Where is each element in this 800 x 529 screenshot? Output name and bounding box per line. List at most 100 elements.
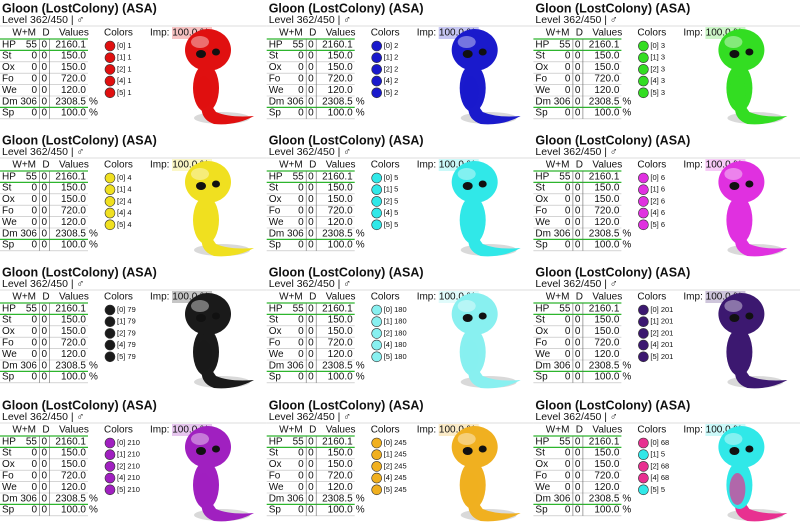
color-label: [2] 68	[650, 461, 669, 470]
card-title: Gloon (LostColony) (ASA)	[2, 1, 157, 15]
color-label: [0] 201	[650, 305, 673, 314]
stat-wm: 0	[565, 372, 571, 383]
stat-unit: %	[356, 108, 365, 119]
column-header: W+M	[12, 160, 36, 171]
creature-head	[185, 29, 231, 71]
column-header: Values	[326, 160, 356, 171]
stat-value: 2160.1	[55, 436, 86, 447]
stat-d: 0	[41, 436, 47, 447]
stat-wm: 0	[31, 62, 37, 73]
stat-unit: %	[89, 360, 98, 371]
stat-d: 0	[575, 171, 581, 182]
stat-value: 150.0	[594, 448, 619, 459]
stat-value: 120.0	[61, 482, 86, 493]
colors-header: Colors	[371, 28, 400, 39]
stat-value: 720.0	[328, 338, 353, 349]
stat-unit: %	[622, 493, 631, 504]
card-title: Gloon (LostColony) (ASA)	[269, 265, 424, 279]
stat-d: 0	[575, 436, 581, 447]
stat-d: 0	[575, 372, 581, 383]
stat-name: Fo	[535, 471, 547, 482]
creature-head	[451, 161, 498, 203]
stat-unit: %	[89, 96, 98, 107]
creature-head	[718, 293, 765, 335]
stat-wm: 306	[554, 228, 571, 239]
colors-header: Colors	[371, 292, 400, 303]
stat-wm: 0	[565, 85, 571, 96]
color-swatch	[104, 196, 116, 207]
stat-name: St	[269, 183, 279, 194]
creature-eye	[212, 445, 220, 453]
stat-value: 100.0	[594, 505, 619, 516]
stat-name: Ox	[535, 62, 548, 73]
color-label: [1] 1	[117, 53, 132, 62]
stat-name: We	[269, 217, 284, 228]
stat-name: St	[535, 51, 545, 62]
stat-value: 120.0	[328, 217, 353, 228]
stat-value: 150.0	[594, 62, 619, 73]
creature-eye	[478, 48, 487, 56]
stat-name: Sp	[269, 240, 282, 251]
stat-wm: 0	[31, 471, 37, 482]
color-label: [1] 4	[117, 185, 132, 194]
stat-wm: 306	[287, 360, 304, 371]
stat-name: Sp	[269, 505, 282, 516]
stat-name: Ox	[269, 459, 282, 470]
color-label: [1] 210	[117, 450, 140, 459]
column-header: W+M	[546, 28, 570, 39]
color-swatch	[638, 184, 649, 196]
stat-value: 150.0	[328, 183, 353, 194]
creature-shine	[724, 433, 743, 445]
colors-header: Colors	[371, 160, 400, 171]
color-label: [4] 4	[117, 208, 132, 217]
stat-name: We	[2, 482, 17, 493]
column-header: W+M	[12, 425, 36, 436]
stat-wm: 55	[293, 436, 305, 447]
stat-wm: 0	[565, 471, 571, 482]
creature-card: Gloon (LostColony) (ASA)Level 362/450 | …	[533, 265, 800, 389]
color-label: [4] 6	[650, 208, 665, 217]
stat-unit: %	[622, 228, 631, 239]
color-swatch	[371, 40, 383, 52]
stat-wm: 0	[298, 349, 304, 360]
creature-shine	[724, 300, 743, 312]
stat-wm: 0	[565, 459, 571, 470]
color-label: [2] 2	[384, 64, 399, 73]
stat-unit: %	[89, 372, 98, 383]
stat-name: Dm	[269, 228, 285, 239]
color-swatch	[371, 304, 383, 316]
stat-d: 0	[575, 206, 581, 217]
stat-value: 2308.5	[55, 96, 86, 107]
stat-wm: 0	[565, 482, 571, 493]
imp-label: Imp: 100.0 %	[150, 425, 209, 436]
stat-value: 150.0	[61, 194, 86, 205]
stat-wm: 55	[293, 39, 305, 50]
column-header: Values	[326, 292, 356, 303]
color-label: [5] 3	[650, 88, 665, 97]
stat-value: 150.0	[328, 62, 353, 73]
stat-name: Fo	[535, 206, 547, 217]
creature-shine	[457, 168, 476, 180]
color-label: [4] 210	[117, 473, 140, 482]
column-header: Values	[59, 160, 89, 171]
stat-name: Ox	[269, 62, 282, 73]
stat-name: Dm	[535, 96, 551, 107]
creature-eye	[478, 180, 487, 188]
column-header: D	[576, 28, 583, 39]
color-label: [1] 79	[117, 317, 136, 326]
imp-label: Imp: 100.0 %	[150, 28, 209, 39]
stat-value: 2160.1	[322, 39, 353, 50]
color-label: [5] 5	[384, 220, 399, 229]
stat-d: 0	[41, 217, 47, 228]
stat-wm: 55	[293, 303, 305, 314]
column-header: W+M	[279, 425, 303, 436]
creature-tail	[734, 359, 788, 389]
column-header: W+M	[12, 292, 36, 303]
colors-header: Colors	[104, 28, 133, 39]
stat-d: 0	[308, 315, 314, 326]
stat-value: 150.0	[61, 326, 86, 337]
stat-value: 150.0	[594, 326, 619, 337]
stat-value: 120.0	[328, 482, 353, 493]
stat-wm: 0	[565, 448, 571, 459]
